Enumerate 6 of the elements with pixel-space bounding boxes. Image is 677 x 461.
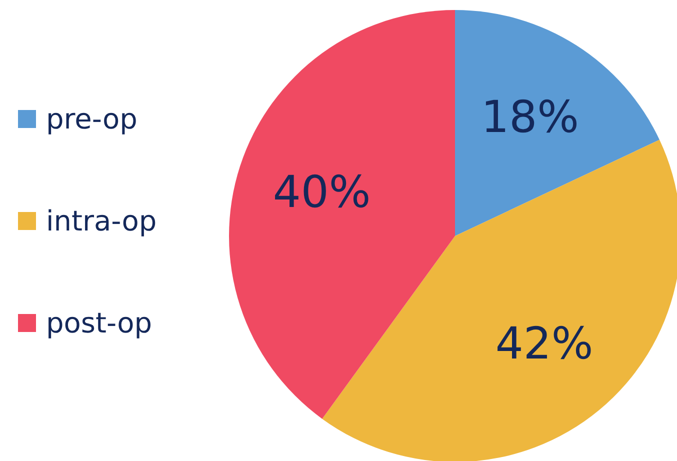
data-label: 18% — [481, 92, 579, 144]
legend-label: post-op — [46, 306, 152, 340]
legend-label: intra-op — [46, 204, 157, 238]
data-label: 40% — [272, 167, 371, 218]
data-label: 42% — [495, 318, 594, 370]
legend-label: pre-op — [46, 102, 138, 136]
